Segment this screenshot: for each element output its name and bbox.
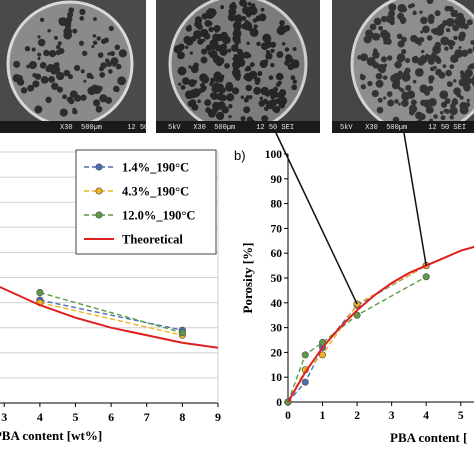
panel-a-x-tick-label: 3 — [1, 410, 7, 424]
chart-panel-b: 0 10 20 30 40 50 60 70 80 90 100 0 1 2 3 4 5 Porosity [%]… — [234, 148, 474, 445]
panel-b-data-point — [301, 351, 309, 359]
panel-a-x-tick-label: 4 — [37, 410, 43, 424]
panel-b-series-line — [287, 245, 474, 403]
panel-b-y-tick-label: 10 — [271, 372, 283, 384]
micrograph-connector-lines — [275, 132, 427, 305]
panel-a-series-line — [39, 301, 183, 336]
panel-b-y-tick-label: 90 — [271, 174, 283, 186]
panel-b-y-axis-label: Porosity [%] — [240, 243, 255, 314]
panel-b-y-tick-label: 100 — [265, 149, 283, 161]
legend-entry-label: 4.3%_190°C — [122, 185, 189, 199]
legend-entry-label: 12.0%_190°C — [122, 209, 195, 223]
panel-b-y-tick-label: 80 — [271, 199, 283, 211]
panel-b-y-tick-label: 30 — [271, 323, 283, 335]
panel-a-series-line — [39, 291, 183, 334]
panel-a-series-line — [39, 299, 183, 331]
panel-b-x-axis-label: PBA content [ — [390, 430, 467, 445]
sem-micrograph-1: X30 500µm 12 50 SEI — [0, 0, 146, 133]
panel-b-x-tick-label: 0 — [285, 410, 291, 422]
panel-b-data-point — [301, 378, 309, 386]
panel-a-x-tick-label: 5 — [73, 410, 79, 424]
panel-b-x-tick-label: 4 — [423, 410, 429, 422]
legend-swatch-marker — [95, 187, 103, 195]
connector-line — [403, 132, 427, 266]
panel-b-data-point — [318, 351, 327, 359]
panel-a-data-point — [36, 289, 44, 297]
panel-b-y-tick-label: 40 — [271, 298, 283, 310]
sem-micrograph-3: 5kV X30 500µm 12 50 SEI — [332, 0, 474, 133]
panel-b-x-tick-label: 3 — [389, 410, 395, 422]
panel-b-y-tick-label: 60 — [271, 248, 283, 260]
micrograph-1-scale-text: X30 500µm 12 50 SEI — [60, 124, 146, 132]
panel-a-x-tick-label: 9 — [215, 410, 221, 424]
panel-a-x-axis-label: PBA content [wt%] — [0, 428, 102, 443]
panel-b-x-tick-label: 1 — [320, 410, 326, 422]
panel-b-y-tick-label: 0 — [276, 397, 282, 409]
micrograph-2-scale-text: 5kV X30 500µm 12 50 SEI — [168, 124, 295, 132]
panel-b-y-tick-label: 50 — [271, 273, 283, 285]
panel-a-data-point — [178, 329, 186, 337]
legend-swatch-marker — [95, 211, 103, 219]
micrograph-3-image — [332, 0, 474, 133]
panel-a-x-tick-label: 8 — [179, 410, 185, 424]
panel-b-data-point — [353, 311, 361, 319]
panel-a-legend: 1.4%_190°C 4.3%_190°C 12.0%_190°C Theoretic… — [75, 149, 217, 255]
micrograph-1-image — [0, 0, 146, 133]
panel-a-series-line — [0, 285, 219, 349]
micrograph-3-scale-text: 5kV X30 500µm 12 50 SEI — [340, 124, 467, 132]
panel-b-x-tick-label: 5 — [458, 410, 464, 422]
legend-swatch-marker — [95, 163, 103, 171]
sem-micrograph-2: 5kV X30 500µm 12 50 SEI — [156, 0, 320, 133]
panel-a-x-tick-label: 6 — [108, 410, 114, 424]
chart-panel-a: 3 4 5 6 7 8 9 PBA content [wt%] 1.4%_190°C 4.3%_1… — [0, 149, 221, 443]
legend-entry-label: 1.4%_190°C — [122, 161, 189, 175]
panel-b-data-point — [422, 273, 430, 281]
panel-b-series-line — [287, 276, 427, 403]
legend-entry-label: Theoretical — [122, 233, 183, 247]
connector-line — [275, 132, 358, 305]
panel-b-label: b) — [234, 148, 246, 163]
panel-b-y-tick-label: 20 — [271, 347, 283, 359]
panel-a-x-tick-label: 7 — [144, 410, 150, 424]
panel-b-x-tick-label: 2 — [354, 410, 360, 422]
panel-b-y-tick-label: 70 — [271, 223, 283, 235]
micrograph-2-image — [156, 0, 320, 133]
